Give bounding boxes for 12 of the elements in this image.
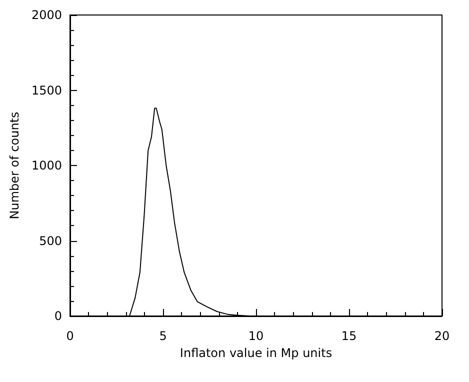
x-tick-label: 0: [66, 329, 74, 343]
x-tick-label: 15: [341, 329, 357, 343]
y-tick-label: 2000: [31, 8, 62, 22]
x-tick-label: 5: [159, 329, 167, 343]
y-tick-label: 1000: [31, 158, 62, 172]
x-axis-title: Inflaton value in Mp units: [180, 346, 332, 360]
y-tick-label: 0: [54, 309, 62, 323]
y-axis-title: Number of counts: [8, 112, 22, 220]
x-tick-label: 20: [434, 329, 450, 343]
y-tick-label: 1500: [31, 83, 62, 98]
y-tick-label: 500: [39, 234, 62, 248]
x-tick-label: 10: [248, 329, 264, 343]
